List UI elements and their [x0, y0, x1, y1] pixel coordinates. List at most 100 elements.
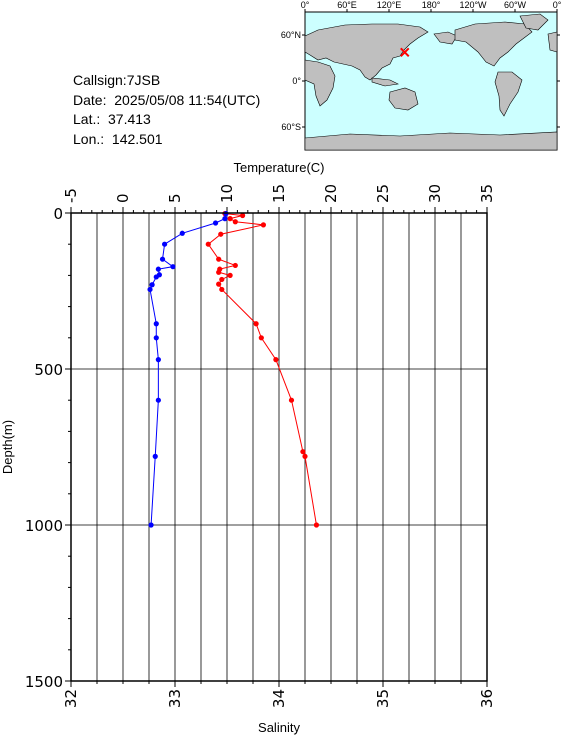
left-tick-label: 1500 [25, 673, 63, 691]
salinity-line [149, 213, 227, 526]
left-tick-label: 0 [53, 205, 63, 223]
salinity-point [149, 282, 155, 288]
top-axis-title: Temperature(C) [233, 160, 324, 175]
temperature-point [205, 241, 211, 247]
salinity-point [155, 397, 161, 403]
temperature-point [227, 272, 233, 278]
temperature-point [240, 212, 246, 219]
grid [71, 213, 487, 681]
top-tick-label: 25 [374, 184, 392, 203]
land-greenland [519, 13, 549, 31]
bottom-tick-label: 32 [62, 689, 80, 708]
map-lat-label: 60°S [281, 122, 301, 132]
plot-frame [70, 212, 488, 682]
map-lon-label: 60°E [337, 0, 357, 10]
temperature-point [222, 211, 228, 217]
temperature-point [216, 269, 222, 275]
temperature-point [219, 286, 225, 293]
callsign-text: Callsign:7JSB [73, 72, 161, 88]
left-tick-label: 500 [34, 361, 63, 379]
land-africa [304, 59, 336, 107]
top-tick-label: 10 [218, 184, 236, 203]
land-south-america [494, 71, 523, 117]
temperature-point [258, 335, 264, 341]
salinity-point [155, 357, 161, 363]
station-info: Callsign:7JSB Date: 2025/05/08 11:54(UTC… [73, 71, 260, 149]
top-tick-label: 20 [322, 184, 340, 203]
map-lon-label: 0° [553, 0, 562, 10]
temperature-point [260, 222, 266, 228]
land-alaska [433, 31, 458, 45]
salinity-point [212, 220, 219, 226]
land-north-america [454, 21, 533, 67]
temperature-line [207, 213, 317, 526]
map-lon-labels: 0° 60°E 120°E 180° 120°W 60°W 0° [301, 0, 562, 10]
temperature-point [302, 453, 308, 459]
salinity-point [222, 216, 228, 222]
salinity-point [159, 256, 166, 262]
land-australia [388, 87, 419, 111]
salinity-point [162, 241, 168, 247]
longitude-text: Lon.: 142.501 [73, 130, 163, 147]
salinity-point [155, 266, 161, 272]
temperature-point [216, 281, 222, 287]
top-tick-label: 35 [478, 184, 496, 203]
land-indonesia [371, 77, 399, 87]
map-lat-label: 60°N [281, 30, 301, 40]
temperature-point [273, 357, 279, 363]
salinity-point [153, 321, 159, 327]
temperature-point [313, 522, 320, 528]
map-lon-label: 120°E [377, 0, 402, 10]
temperature-point [227, 216, 233, 222]
temperature-point [300, 449, 306, 455]
bottom-axis-title: Salinity [258, 720, 300, 735]
top-tick-label: 15 [270, 184, 288, 203]
marker-stroke [400, 47, 410, 58]
temperature-point [288, 397, 295, 403]
latitude-text: Lat.: 37.413 [73, 111, 151, 127]
salinity-point [153, 335, 159, 341]
temperature-point [232, 219, 238, 225]
temperature-point [219, 276, 225, 283]
bottom-tick-label: 33 [166, 689, 184, 708]
salinity-point [179, 230, 185, 236]
date-text: Date: 2025/05/08 11:54(UTC) [73, 91, 261, 108]
location-marker [400, 47, 410, 58]
map-lat-labels: 60°N 0° 60°S [281, 30, 302, 132]
top-tick-label: 0 [114, 193, 132, 203]
salinity-point [152, 453, 158, 459]
temperature-point [253, 321, 259, 327]
left-tick-label: 1000 [25, 517, 63, 535]
top-tick-label: -5 [62, 188, 80, 203]
land-antarctica [304, 131, 558, 151]
land-eurasia [304, 23, 429, 81]
salinity-point [170, 264, 176, 270]
salinity-point [156, 272, 162, 278]
temperature-point [216, 256, 222, 262]
salinity-point [148, 522, 154, 528]
map-land [304, 13, 558, 151]
land-europe-west [547, 31, 558, 53]
map-lon-label: 60°W [504, 0, 527, 10]
bottom-tick-label: 34 [270, 689, 288, 708]
salinity-point [147, 286, 153, 293]
map-ticks [302, 9, 560, 128]
left-axis-ticks: 0 500 1000 1500 [25, 205, 71, 691]
salinity-point [223, 211, 229, 217]
map-lat-label: 0° [292, 76, 301, 86]
temperature-point [217, 266, 223, 272]
bottom-tick-label: 36 [478, 689, 496, 708]
map-lon-label: 0° [301, 0, 310, 10]
top-tick-label: 5 [166, 193, 184, 203]
series-layer [147, 211, 320, 528]
bottom-tick-label: 35 [374, 689, 392, 708]
map-lon-label: 120°W [459, 0, 487, 10]
location-map: 0° 60°E 120°E 180° 120°W 60°W 0° 60°N 0° 60°S [281, 0, 562, 151]
salinity-point [153, 274, 159, 280]
map-lon-label: 180° [422, 0, 441, 10]
temperature-point [218, 231, 224, 237]
top-tick-label: 30 [426, 184, 444, 203]
bottom-axis-ticks: 32 33 34 35 36 [62, 681, 496, 708]
top-axis-ticks: -5 0 5 10 15 20 25 30 35 [62, 184, 496, 213]
temperature-point [232, 262, 238, 269]
